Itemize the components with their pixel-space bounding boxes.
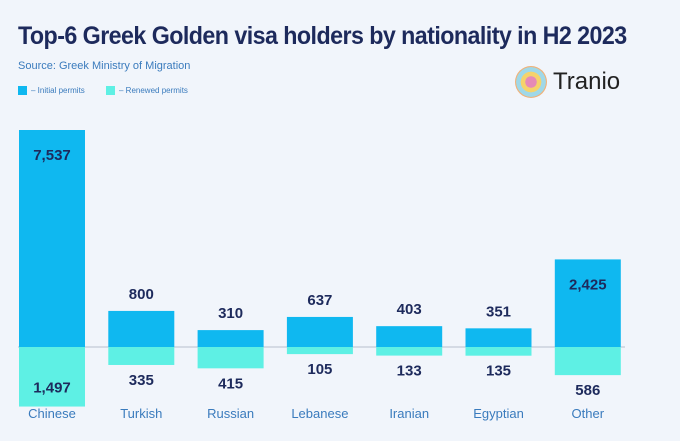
category-label: Lebanese (291, 406, 348, 421)
bar-renewed (286, 347, 353, 355)
tranio-logo: Tranio (515, 66, 620, 98)
logo-text: Tranio (553, 68, 621, 95)
data-label-renewed: 1,497 (33, 380, 71, 397)
category-label: Turkish (120, 406, 162, 421)
tranio-logo-icon (515, 66, 547, 98)
legend-swatch-renewed (106, 86, 115, 95)
data-label-initial: 637 (307, 292, 332, 309)
category-label: Russian (207, 406, 254, 421)
bar-renewed (465, 347, 532, 356)
bar-initial (554, 259, 621, 347)
legend-initial: – Initial permits (18, 86, 85, 95)
data-label-initial: 800 (129, 286, 154, 303)
data-label-renewed: 415 (218, 375, 243, 392)
bar-initial (19, 130, 85, 347)
data-label-renewed: 335 (129, 372, 154, 389)
category-label: Iranian (389, 406, 429, 421)
bar-renewed (197, 347, 264, 369)
chart-title: Top-6 Greek Golden visa holders by natio… (18, 22, 627, 50)
data-label-initial: 7,537 (33, 147, 71, 164)
bar-renewed (108, 347, 175, 365)
data-label-renewed: 105 (307, 361, 332, 378)
legend-label-renewed: – Renewed permits (119, 86, 188, 95)
bar-renewed (19, 347, 85, 407)
category-label: Egyptian (473, 406, 524, 421)
bar-renewed (554, 347, 621, 376)
data-label-renewed: 586 (575, 382, 600, 399)
bar-renewed (376, 347, 443, 356)
legend-swatch-initial (18, 86, 27, 95)
bar-initial (465, 328, 532, 347)
bar-initial (197, 330, 264, 347)
legend-renewed: – Renewed permits (106, 86, 188, 95)
data-label-renewed: 135 (486, 363, 511, 380)
data-label-initial: 310 (218, 305, 243, 322)
data-label-initial: 403 (397, 301, 422, 318)
category-label: Other (572, 406, 605, 421)
data-label-initial: 351 (486, 303, 511, 320)
chart-source: Source: Greek Ministry of Migration (18, 60, 191, 72)
bar-initial (376, 326, 443, 347)
category-label: Chinese (28, 406, 76, 421)
data-label-renewed: 133 (397, 363, 422, 380)
data-label-initial: 2,425 (569, 276, 607, 293)
bar-initial (286, 316, 353, 347)
bar-initial (108, 310, 175, 347)
legend-label-initial: – Initial permits (31, 86, 85, 95)
